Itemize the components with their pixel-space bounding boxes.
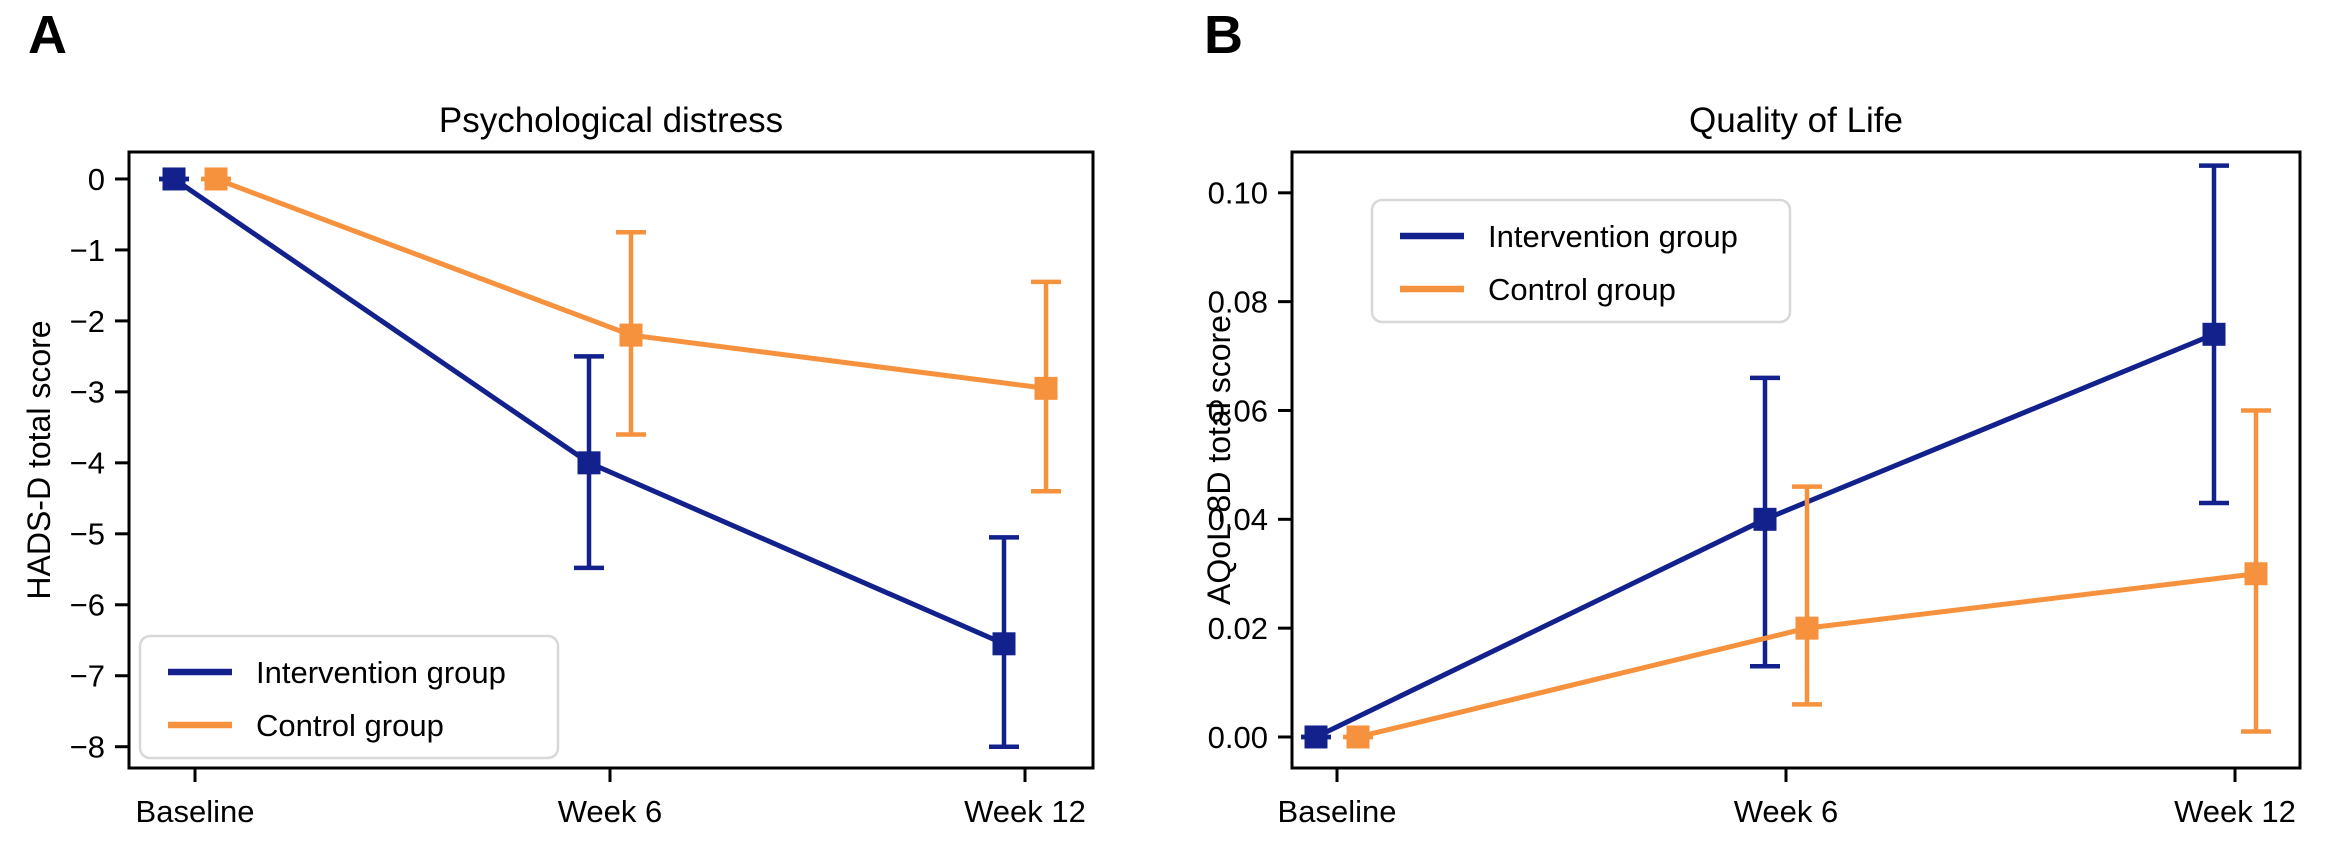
panel-b-label: B	[1204, 5, 1243, 65]
chart-title: Quality of Life	[1689, 101, 1903, 140]
x-tick-label: Week 12	[964, 794, 1086, 829]
y-tick-label: −2	[70, 304, 105, 339]
data-point-marker	[2202, 322, 2226, 346]
y-tick-label: −6	[70, 588, 105, 623]
data-point-marker	[1753, 507, 1777, 531]
legend: Intervention group Control group	[1370, 198, 1792, 324]
y-axis-label: AQoL-8D total score	[1201, 315, 1237, 605]
plot-border	[127, 150, 1095, 770]
x-tick-label: Week 12	[2174, 794, 2296, 829]
y-tick-label: −8	[70, 730, 105, 765]
y-tick-label: 0	[88, 162, 105, 197]
data-point-marker	[992, 632, 1016, 656]
legend-label: Control group	[1488, 272, 1676, 307]
y-tick-label: −5	[70, 517, 105, 552]
x-tick-label: Baseline	[1278, 794, 1397, 829]
legend-box	[138, 634, 560, 760]
y-tick-label: 0.06	[1208, 393, 1268, 428]
data-point-marker	[204, 167, 228, 191]
panel-a-chart: Psychological distress HADS-D total score…	[21, 101, 1095, 829]
x-tick-label: Baseline	[136, 794, 255, 829]
y-tick-label: −3	[70, 375, 105, 410]
data-point-marker	[1034, 376, 1058, 400]
data-point-marker	[619, 323, 643, 347]
data-point-marker	[577, 451, 601, 475]
data-point-marker	[2244, 562, 2268, 586]
data-point-marker	[1346, 725, 1370, 749]
y-tick-label: 0.08	[1208, 284, 1268, 319]
legend-box	[1370, 198, 1792, 324]
y-tick-label: −4	[70, 446, 105, 481]
y-tick-label: 0.00	[1208, 720, 1268, 755]
y-tick-label: −7	[70, 659, 105, 694]
chart-title: Psychological distress	[439, 101, 783, 140]
y-tick-label: 0.04	[1208, 502, 1268, 537]
legend-label: Control group	[256, 708, 444, 743]
series-control-group	[201, 167, 1061, 494]
error-bar	[1792, 484, 1822, 707]
panel-a-label: A	[28, 5, 67, 65]
legend-label: Intervention group	[1488, 219, 1738, 254]
plot-border	[1290, 150, 2302, 770]
series-intervention-group	[1301, 163, 2229, 749]
x-tick-label: Week 6	[558, 794, 663, 829]
data-point-marker	[1304, 725, 1328, 749]
series-control-group	[1343, 408, 2271, 749]
y-tick-label: −1	[70, 233, 105, 268]
data-point-marker	[162, 167, 186, 191]
legend: Intervention group Control group	[138, 634, 560, 760]
panel-b-chart: Quality of Life AQoL-8D total score 0.00 0.…	[1201, 101, 2302, 829]
data-point-marker	[1795, 616, 1819, 640]
y-axis-label: HADS-D total score	[21, 320, 57, 599]
y-tick-label: 0.10	[1208, 176, 1268, 211]
y-tick-label: 0.02	[1208, 611, 1268, 646]
x-tick-label: Week 6	[1734, 794, 1839, 829]
series-intervention-group	[159, 167, 1019, 749]
legend-label: Intervention group	[256, 655, 506, 690]
